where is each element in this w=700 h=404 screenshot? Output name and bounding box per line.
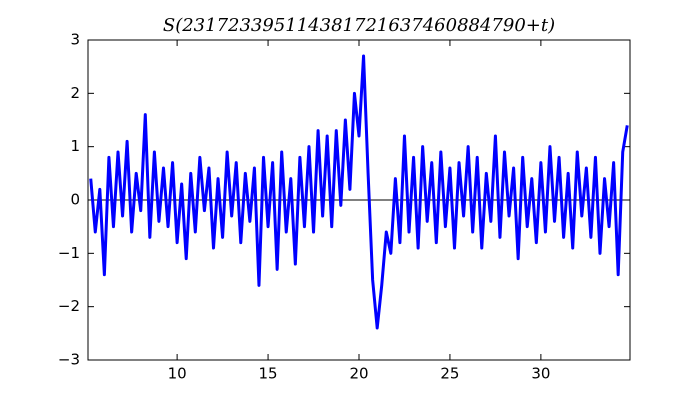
chart-title: S(231723395114381721637460884790+t) <box>163 15 555 36</box>
x-tick-label: 15 <box>259 365 278 383</box>
y-tick-label: 2 <box>70 84 80 102</box>
x-tick-label: 20 <box>349 365 368 383</box>
data-line <box>89 54 629 330</box>
y-tick-label: −3 <box>58 351 80 369</box>
y-tick-label: −2 <box>58 297 80 315</box>
y-tick-label: 1 <box>70 137 80 155</box>
y-tick-label: 0 <box>70 191 80 209</box>
x-tick-label: 25 <box>440 365 459 383</box>
x-tick-label: 10 <box>168 365 187 383</box>
x-tick-label: 30 <box>531 365 550 383</box>
plot-frame <box>87 39 631 361</box>
y-tick-label: 3 <box>70 31 80 49</box>
y-tick-label: −1 <box>58 244 80 262</box>
